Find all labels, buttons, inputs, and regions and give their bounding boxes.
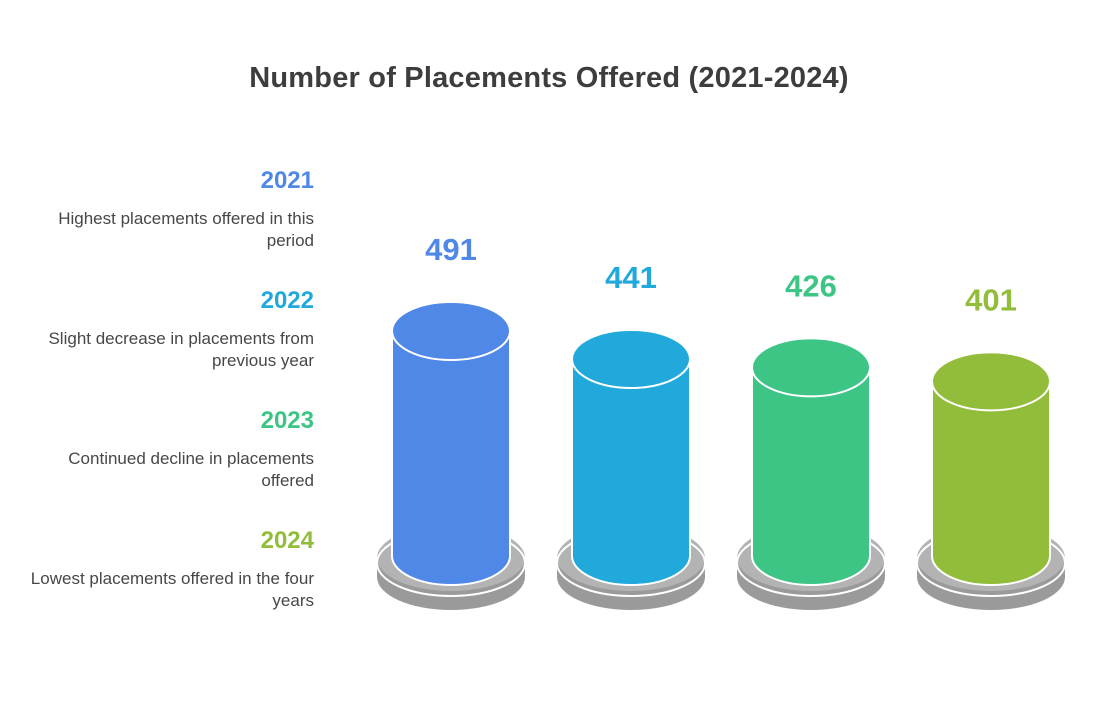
bar-body <box>571 358 691 586</box>
legend-description: Slight decrease in placements from previ… <box>48 329 314 370</box>
bar-2024: 401 <box>916 282 1066 610</box>
legend-year: 2022 <box>260 287 314 314</box>
bar-2022: 441 <box>556 260 706 610</box>
bar-top <box>571 329 691 389</box>
legend-description: Continued decline in placements offered <box>68 449 314 490</box>
chart-legend: 2021 Highest placements offered in this … <box>20 166 314 646</box>
bar-value-label: 491 <box>425 232 477 267</box>
bar-value-label: 426 <box>785 268 837 303</box>
bar-body <box>751 366 871 586</box>
bar-top <box>751 337 871 398</box>
bar-body <box>391 330 511 586</box>
bar-2021: 491 <box>376 232 526 610</box>
legend-year: 2023 <box>260 407 314 434</box>
bar-value-label: 401 <box>965 282 1017 317</box>
chart-title: Number of Placements Offered (2021-2024) <box>249 62 849 94</box>
legend-entry-2023: 2023 Continued decline in placements off… <box>20 406 314 526</box>
legend-description: Lowest placements offered in the four ye… <box>30 569 314 610</box>
legend-year: 2024 <box>260 527 314 554</box>
bar-top <box>391 301 511 361</box>
legend-description: Highest placements offered in this perio… <box>58 209 314 250</box>
bar-2023: 426 <box>736 268 886 610</box>
legend-entry-2021: 2021 Highest placements offered in this … <box>20 166 314 286</box>
bar-body <box>931 380 1051 586</box>
legend-entry-2022: 2022 Slight decrease in placements from … <box>20 286 314 406</box>
legend-entry-2024: 2024 Lowest placements offered in the fo… <box>20 526 314 646</box>
bar-value-label: 441 <box>605 260 657 295</box>
bar-top <box>931 351 1051 412</box>
legend-year: 2021 <box>260 167 314 194</box>
